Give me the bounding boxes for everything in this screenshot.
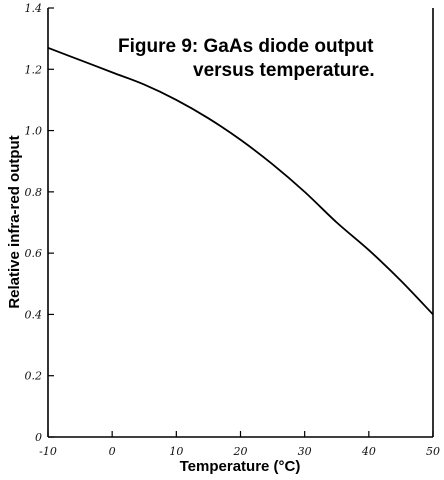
y-tick-label: 1.0 bbox=[25, 125, 43, 138]
x-ticks: -10 0 10 20 30 40 50 bbox=[39, 431, 440, 458]
x-tick-label: -10 bbox=[39, 445, 57, 458]
y-tick-label: 1.2 bbox=[25, 63, 43, 76]
x-tick-label: 10 bbox=[169, 445, 183, 458]
y-axis-title: Relative infra-red output bbox=[6, 135, 23, 308]
y-tick-label: 0.6 bbox=[25, 247, 43, 260]
x-tick-label: 0 bbox=[109, 445, 116, 458]
x-tick-label: 50 bbox=[426, 445, 440, 458]
y-tick-label: 1.4 bbox=[25, 2, 43, 15]
x-tick-label: 40 bbox=[361, 445, 376, 458]
x-tick-label: 30 bbox=[298, 445, 312, 458]
x-tick-label: 20 bbox=[233, 445, 248, 458]
y-tick-label: 0.4 bbox=[25, 308, 43, 321]
chart-title-line-2: versus temperature. bbox=[193, 60, 375, 81]
y-ticks: 0 0.2 0.4 0.6 0.8 1.0 1.2 1.4 bbox=[25, 2, 54, 444]
y-tick-label: 0 bbox=[35, 431, 42, 444]
series-line bbox=[47, 46, 434, 316]
y-tick-label: 0.8 bbox=[25, 186, 43, 199]
x-axis-title: Temperature (°C) bbox=[180, 458, 301, 475]
series bbox=[47, 46, 434, 316]
y-tick-label: 0.2 bbox=[25, 370, 43, 383]
chart-title-line-1: Figure 9: GaAs diode output bbox=[118, 36, 374, 57]
